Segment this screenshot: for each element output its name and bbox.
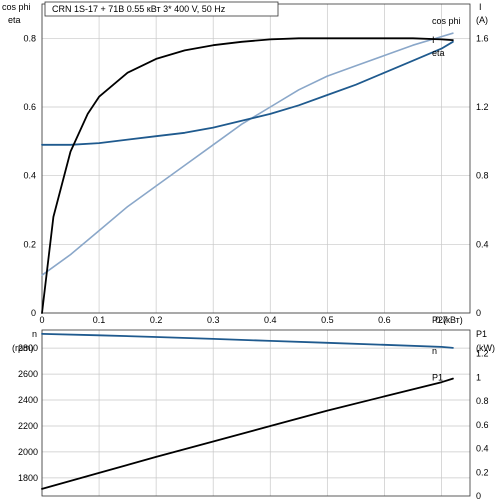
y-tick-label-left-bottom: 2600 [18,369,38,379]
y-tick-label-right-bottom: 1.2 [476,349,489,359]
y-tick-label-right-top: 1.6 [476,33,489,43]
y-tick-label-right-top: 0.8 [476,171,489,181]
y-tick-label-left-bottom: 2400 [18,395,38,405]
series-label-eta: eta [432,48,445,58]
y-tick-label-left-top: 0.8 [23,33,36,43]
series-label-i: I [432,35,435,45]
y-tick-label-right-top: 0 [476,308,481,318]
y-tick-label-right-bottom: 0.2 [476,467,489,477]
x-tick-label: 0.4 [264,315,277,325]
x-tick-label: 0.3 [207,315,220,325]
y-tick-label-left-top: 0.4 [23,171,36,181]
y-tick-label-right-top: 1.2 [476,102,489,112]
y-axis-label-left-top: cos phi [2,2,31,12]
series-label-p1: P1 [432,373,443,383]
series-eta-line [41,37,454,314]
x-tick-label: 0.2 [150,315,163,325]
y-tick-label-left-top: 0 [31,308,36,318]
y-tick-label-right-bottom: 1 [476,372,481,382]
y-tick-label-left-top: 0.2 [23,239,36,249]
x-tick-label: 0.5 [321,315,334,325]
y-tick-label-left-bottom: 1800 [18,473,38,483]
bottom-plot-frame [41,329,471,497]
y-tick-label-right-bottom: 0 [476,491,481,500]
x-tick-label: 0 [39,315,44,325]
y-axis-label-right-top: I [479,2,482,12]
y-tick-label-left-bottom: 2200 [18,421,38,431]
top-plot-frame [41,3,471,314]
y-tick-label-right-top: 0.4 [476,239,489,249]
y-tick-label-left-bottom: 2800 [18,343,38,353]
series-cos-phi-line [41,32,454,277]
y-axis-label-left-top: eta [8,15,21,25]
series-label-cos-phi: cos phi [432,16,461,26]
x-tick-label: 0.1 [93,315,106,325]
x-tick-label: 0.7 [435,315,448,325]
y-axis-label-right-top: (A) [476,15,488,25]
y-tick-label-left-top: 0.6 [23,102,36,112]
y-axis-label-right-bottom: (kW) [476,343,495,353]
title-box [44,1,279,17]
series-i-line [41,40,454,146]
y-tick-label-right-bottom: 0.8 [476,396,489,406]
y-axis-label-right-bottom: P1 [476,329,487,339]
y-tick-label-right-bottom: 0.6 [476,420,489,430]
x-axis-label: P2(кВт) [432,315,463,325]
y-tick-label-right-bottom: 0.4 [476,444,489,454]
y-tick-label-left-bottom: 2000 [18,447,38,457]
series-p1-line [41,377,454,490]
y-axis-label-left-bottom: n [32,329,37,339]
chart-title: CRN 1S-17 + 71B 0.55 кВт 3* 400 V, 50 Hz [52,4,226,14]
series-label-n: n [432,346,437,356]
x-tick-label: 0.6 [378,315,391,325]
y-axis-label-left-bottom: (rpm) [12,343,34,353]
series-n-line [41,332,454,349]
